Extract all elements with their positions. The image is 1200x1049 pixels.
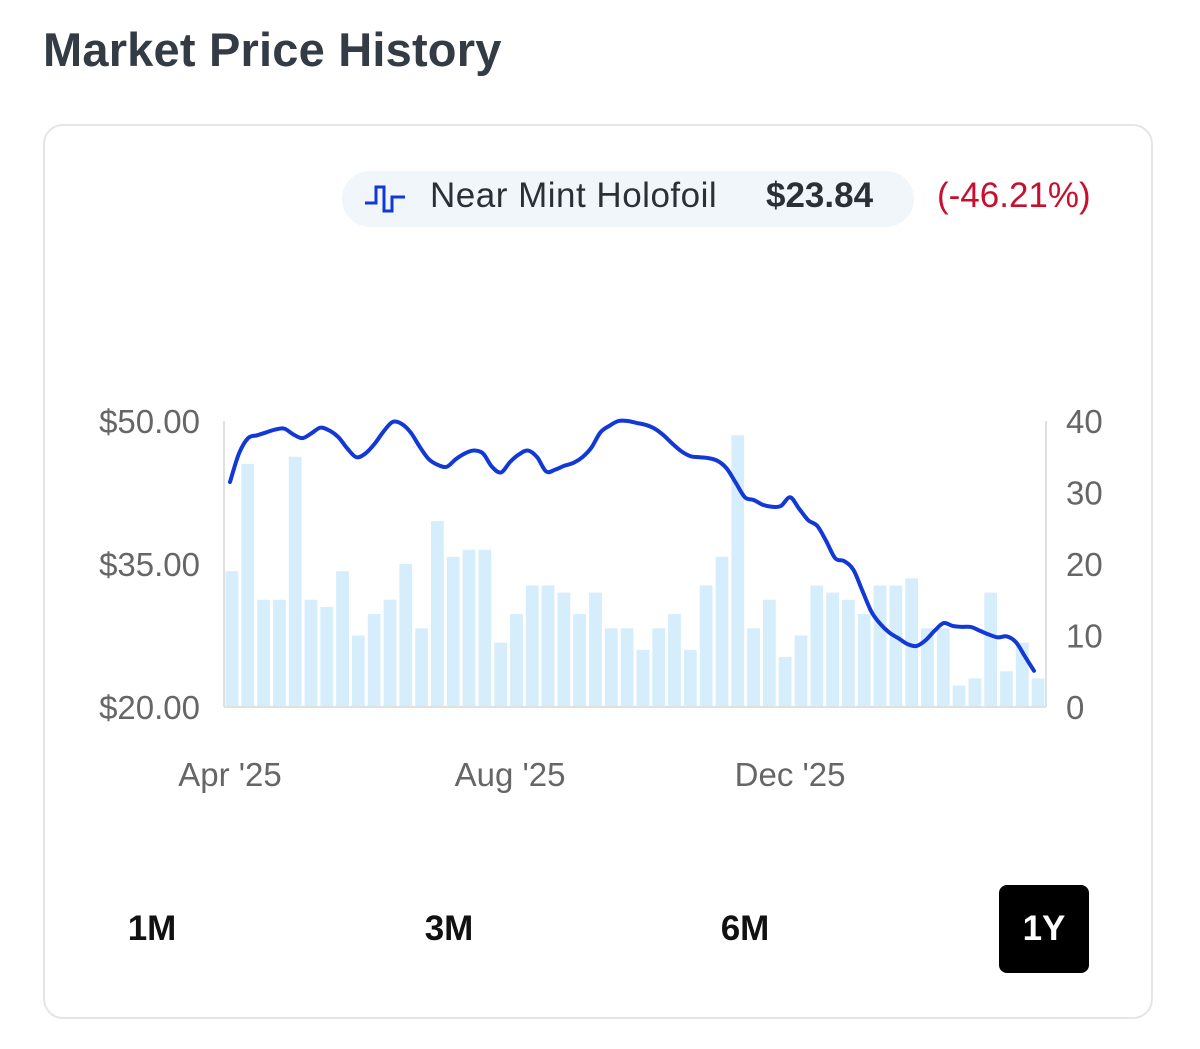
volume-bar xyxy=(715,556,729,707)
volume-bar xyxy=(794,635,808,707)
volume-bar xyxy=(415,628,428,707)
volume-bar xyxy=(699,585,713,707)
volume-bar xyxy=(636,649,650,707)
y2-tick-label: 0 xyxy=(1066,689,1084,726)
volume-bar xyxy=(351,635,365,707)
volume-bar xyxy=(842,599,855,707)
volume-bar xyxy=(494,642,508,707)
price-line-layer xyxy=(228,418,1036,673)
volume-bar xyxy=(604,628,618,707)
volume-bar xyxy=(778,656,792,707)
volume-bar xyxy=(889,585,903,707)
range-button-1m[interactable]: 1M xyxy=(107,885,197,973)
legend-label: Near Mint Holofoil xyxy=(430,176,718,215)
volume-bar xyxy=(573,614,587,707)
volume-bar xyxy=(968,678,982,707)
volume-bar xyxy=(399,564,413,707)
volume-bar xyxy=(431,521,444,707)
volume-bar xyxy=(620,628,634,707)
price-chart: $50.00 $35.00 $20.00 40 30 20 10 0 Apr '25 Aug '2… xyxy=(99,403,1103,793)
volume-bar xyxy=(383,599,397,707)
volume-bar xyxy=(683,649,697,707)
volume-bar xyxy=(747,628,760,707)
volume-bar xyxy=(541,585,555,707)
y2-tick-label: 40 xyxy=(1066,403,1103,440)
volume-bar xyxy=(525,585,539,707)
price-line xyxy=(228,418,1036,673)
volume-bar xyxy=(652,628,666,707)
volume-bar xyxy=(810,585,824,707)
x-tick-label: Dec '25 xyxy=(735,756,846,793)
volume-bar xyxy=(936,628,950,707)
volume-bar xyxy=(510,614,523,707)
range-button-3m[interactable]: 3M xyxy=(404,885,494,973)
volume-bar xyxy=(320,606,334,707)
volume-bar xyxy=(304,599,318,707)
volume-bar xyxy=(731,435,745,707)
volume-bar xyxy=(857,614,871,707)
volume-bar xyxy=(288,456,302,707)
volume-bar xyxy=(1000,671,1013,707)
x-tick-label: Aug '25 xyxy=(455,756,566,793)
volume-bar xyxy=(1031,678,1045,707)
volume-bar xyxy=(668,614,681,707)
page-title: Market Price History xyxy=(43,23,502,76)
volume-bar xyxy=(225,571,239,707)
axis-labels: $50.00 $35.00 $20.00 40 30 20 10 0 Apr '25 Aug '2… xyxy=(99,403,1103,793)
volume-bar xyxy=(241,463,255,707)
volume-bar xyxy=(478,549,492,707)
y2-tick-label: 30 xyxy=(1066,475,1103,512)
volume-bar xyxy=(272,599,286,707)
legend-pill[interactable] xyxy=(342,171,914,227)
y-tick-label: $50.00 xyxy=(99,403,200,440)
volume-bar xyxy=(336,571,349,707)
legend-change: (-46.21%) xyxy=(937,176,1091,215)
volume-bar xyxy=(905,578,919,707)
volume-bar xyxy=(952,685,966,707)
x-tick-label: Apr '25 xyxy=(178,756,282,793)
volume-bar xyxy=(826,592,839,707)
volume-bar xyxy=(921,628,934,707)
volume-bar xyxy=(367,614,381,707)
range-button-6m[interactable]: 6M xyxy=(700,885,790,973)
y2-tick-label: 10 xyxy=(1066,618,1103,655)
chart-axes xyxy=(223,421,1047,708)
y-tick-label: $35.00 xyxy=(99,546,200,583)
volume-bar xyxy=(557,592,571,707)
volume-bar xyxy=(762,599,776,707)
step-line-icon xyxy=(365,185,405,213)
y-tick-label: $20.00 xyxy=(99,689,200,726)
volume-bar xyxy=(462,549,476,707)
legend-price: $23.84 xyxy=(766,176,874,215)
volume-bars xyxy=(225,435,1045,707)
volume-bar xyxy=(446,556,460,707)
volume-bar xyxy=(257,599,270,707)
volume-bar xyxy=(984,592,998,707)
volume-bar xyxy=(589,592,602,707)
y2-tick-label: 20 xyxy=(1066,546,1103,583)
volume-bar xyxy=(873,585,887,707)
range-button-1y[interactable]: 1Y xyxy=(999,885,1089,973)
